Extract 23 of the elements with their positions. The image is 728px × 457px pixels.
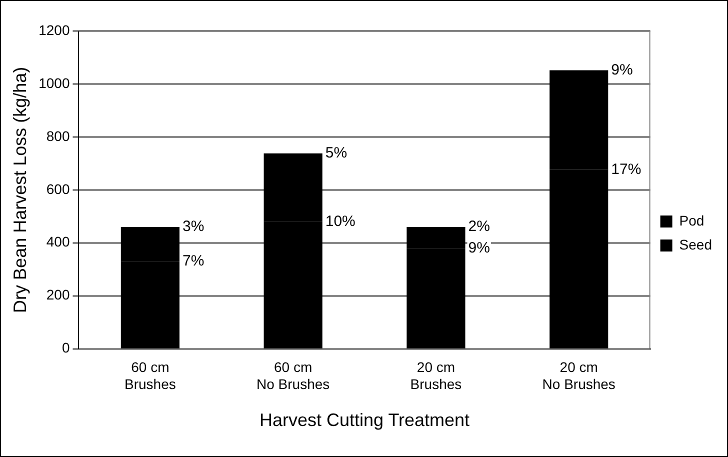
annotation: 9% xyxy=(468,239,490,256)
annotation: 9% xyxy=(611,61,633,78)
annotation: 3% xyxy=(182,218,204,236)
x-axis-title: Harvest Cutting Treatment xyxy=(259,410,470,430)
y-tick-label: 400 xyxy=(46,234,70,250)
y-tick-label: 200 xyxy=(46,286,70,303)
legend-label: Seed xyxy=(679,236,712,252)
y-tick-label: 1000 xyxy=(38,74,70,91)
annotation: 7% xyxy=(182,252,204,270)
annotation: 10% xyxy=(325,212,356,230)
y-tick-label: 800 xyxy=(46,128,70,144)
annotation: 17% xyxy=(611,160,642,178)
x-tick-label: 60 cm Brushes xyxy=(124,359,176,392)
y-tick-label: 1200 xyxy=(38,22,70,38)
y-tick-label: 600 xyxy=(46,180,70,197)
x-tick-label: 60 cm No Brushes xyxy=(256,359,330,392)
y-tick-label: 0 xyxy=(62,340,70,356)
legend-label: Pod xyxy=(679,212,704,228)
x-tick-label: 20 cm No Brushes xyxy=(542,359,616,392)
y-axis-title: Dry Bean Harvest Loss (kg/ha) xyxy=(10,66,30,313)
annotation: 5% xyxy=(325,144,348,162)
x-tick-label: 20 cm Brushes xyxy=(410,359,462,392)
annotation: 2% xyxy=(468,218,490,236)
